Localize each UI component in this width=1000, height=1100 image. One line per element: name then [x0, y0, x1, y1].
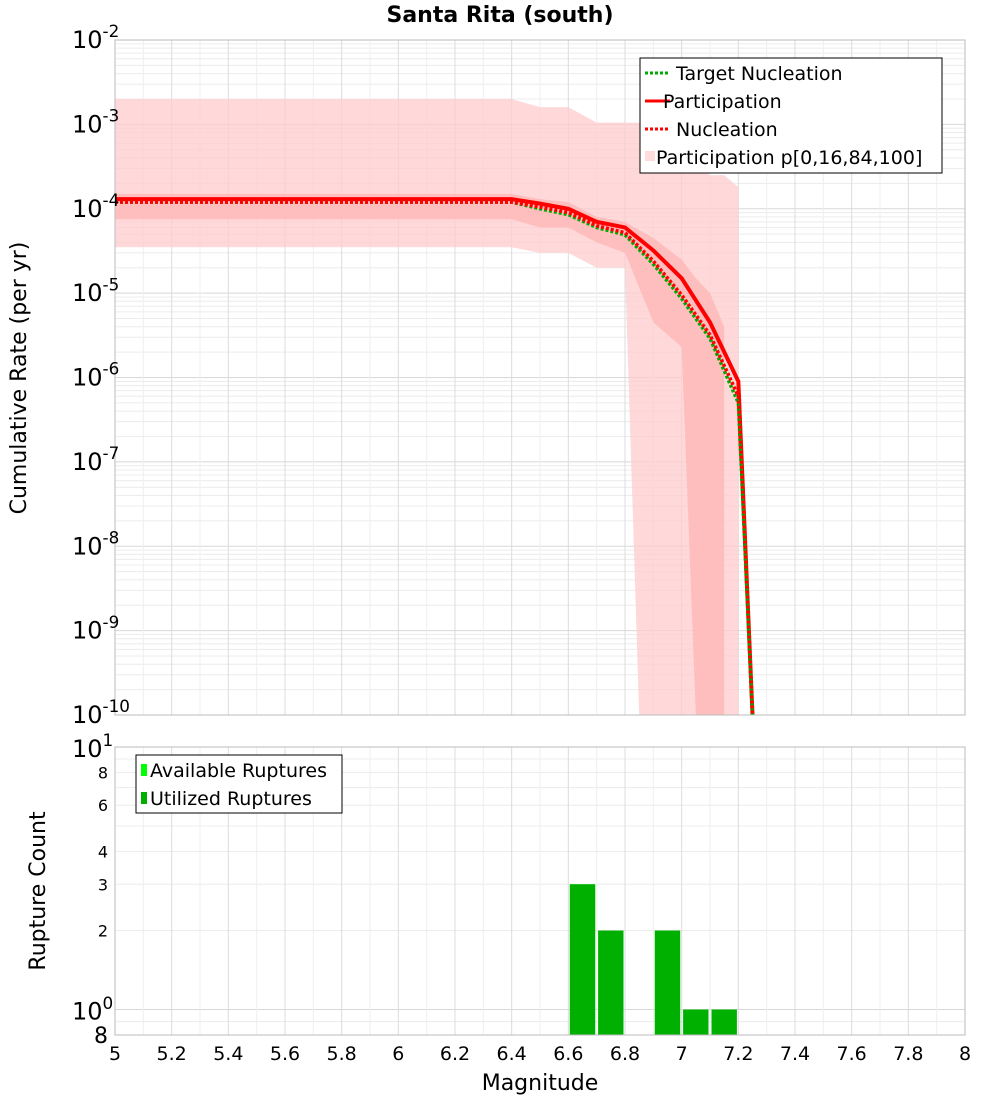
count-plot-frame — [114, 746, 966, 1036]
rate-y-tick-label: 10-4 — [72, 190, 119, 223]
count-legend-box — [135, 754, 343, 814]
bar-utilized-ruptures — [569, 884, 596, 1035]
bar-utilized-ruptures — [598, 930, 624, 1035]
count-y-tick-label: 3 — [98, 875, 108, 894]
count-legend-label: Utilized Ruptures — [150, 788, 312, 810]
rate-confidence-bands — [115, 98, 739, 716]
rate-y-tick-label-base: 10 — [72, 26, 103, 54]
rate-legend-label: Nucleation — [676, 119, 778, 141]
rate-y-tick-label-base: 10 — [72, 195, 103, 223]
count-y-axis-label: Rupture Count — [26, 811, 51, 971]
rate-legend-label: Participation p[0,16,84,100] — [656, 147, 922, 169]
count-legend-swatch — [141, 764, 147, 776]
x-tick-label: 8 — [959, 1043, 971, 1065]
x-tick-label: 6.8 — [610, 1043, 640, 1065]
x-tick-label: 6 — [392, 1043, 404, 1065]
rate-y-tick-label: 10-9 — [72, 612, 119, 645]
rate-y-tick-label-exp: -9 — [103, 612, 120, 632]
x-tick-label: 5.4 — [213, 1043, 243, 1065]
series-line-participation — [115, 197, 755, 716]
count-y-decade-label: 100 — [72, 993, 113, 1026]
rate-y-tick-label-base: 10 — [72, 701, 103, 729]
band-outer — [115, 98, 739, 716]
rate-y-tick-label: 10-5 — [72, 274, 119, 307]
count-legend: Available Ruptures Utilized Ruptures — [135, 754, 343, 814]
rate-y-tick-label-exp: -5 — [103, 274, 120, 294]
bar-utilized-ruptures — [711, 1009, 737, 1035]
rate-y-tick-label-exp: -4 — [103, 190, 120, 210]
x-tick-label: 7 — [676, 1043, 688, 1065]
x-tick-label: 7.8 — [893, 1043, 923, 1065]
band-inner — [115, 193, 725, 715]
rate-y-tick-label: 10-10 — [72, 696, 130, 729]
rate-legend-label: Target Nucleation — [675, 63, 843, 85]
count-y-decade-label: 101 — [72, 730, 113, 763]
rate-legend-box — [639, 57, 943, 174]
count-legend-swatch — [141, 792, 147, 804]
rate-y-tick-label-exp: -2 — [103, 21, 120, 41]
rate-y-tick-label-base: 10 — [72, 448, 103, 476]
count-bars — [569, 884, 737, 1035]
rate-y-tick-label-base: 10 — [72, 110, 103, 138]
x-tick-label: 5.8 — [327, 1043, 357, 1065]
chart-title: Santa Rita (south) — [386, 3, 613, 28]
rate-y-tick-label-base: 10 — [72, 279, 103, 307]
rate-y-tick-label-exp: -7 — [103, 443, 120, 463]
x-tick-label: 7.4 — [780, 1043, 810, 1065]
x-tick-label: 6.2 — [440, 1043, 470, 1065]
rate-y-tick-label-base: 10 — [72, 532, 103, 560]
rate-y-tick-label-base: 10 — [72, 364, 103, 392]
rate-y-tick-label: 10-2 — [72, 21, 119, 54]
rate-y-tick-label-exp: -6 — [103, 359, 120, 379]
rate-legend: Target Nucleation Participation Nucleation… — [639, 57, 943, 174]
x-tick-label: 5.6 — [270, 1043, 300, 1065]
rate-y-tick-label: 10-3 — [72, 106, 119, 139]
count-y-tick-label: 4 — [98, 842, 108, 861]
rate-y-tick-label-exp: -10 — [103, 696, 130, 716]
rate-y-tick-label: 10-7 — [72, 443, 119, 476]
rate-y-tick-label: 10-6 — [72, 359, 119, 392]
count-y-decade-label-base: 10 — [72, 735, 103, 763]
x-tick-label: 5 — [109, 1043, 121, 1065]
count-y-tick-label: 8 — [94, 1024, 108, 1049]
x-tick-label: 7.6 — [837, 1043, 867, 1065]
count-y-tick-label: 6 — [98, 796, 108, 815]
rate-y-axis-label: Cumulative Rate (per yr) — [7, 242, 32, 515]
bar-utilized-ruptures — [654, 930, 681, 1035]
rate-y-tick-label: 10-8 — [72, 527, 119, 560]
x-tick-label: 6.6 — [553, 1043, 583, 1065]
rate-y-tick-label-base: 10 — [72, 617, 103, 645]
count-y-tick-label: 2 — [98, 922, 108, 941]
rate-y-tick-label-exp: -8 — [103, 527, 120, 547]
x-tick-label: 7.2 — [723, 1043, 753, 1065]
bar-utilized-ruptures — [683, 1009, 709, 1035]
rate-plot-frame — [114, 39, 966, 716]
x-tick-label: 5.2 — [157, 1043, 187, 1065]
count-x-ticks: 5 5.2 5.4 5.6 5.8 6 6.2 6.4 6.6 6.8 7 7.2 7.4 7.6 7.8 8 — [109, 1043, 971, 1065]
rate-y-tick-label-exp: -3 — [103, 106, 120, 126]
count-y-decade-label-exp: 1 — [103, 730, 114, 750]
count-y-tick-label: 8 — [98, 763, 108, 782]
rate-legend-label: Participation — [663, 91, 782, 113]
x-tick-label: 6.4 — [497, 1043, 527, 1065]
rate-series-lines — [115, 197, 755, 716]
count-legend-label: Available Ruptures — [150, 760, 327, 782]
x-axis-label: Magnitude — [482, 1071, 599, 1096]
count-y-decade-label-base: 10 — [72, 998, 103, 1026]
rate-legend-swatch — [645, 151, 655, 161]
count-y-decade-label-exp: 0 — [103, 993, 114, 1013]
series-line-nucleation — [115, 200, 755, 716]
